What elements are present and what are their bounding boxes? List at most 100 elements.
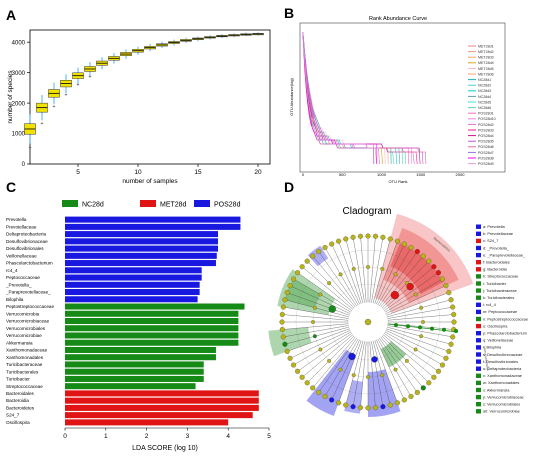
clade-node (394, 238, 400, 244)
rank-curve (302, 35, 403, 165)
clade-node (442, 327, 446, 332)
legend-swatch (476, 224, 481, 229)
legend-label: POS28d (214, 202, 241, 209)
lda-bar (65, 252, 217, 259)
clade-node (282, 297, 288, 303)
clade-node (394, 323, 398, 327)
lda-bar-label: Oscillospira (6, 420, 30, 425)
lda-bar (65, 260, 216, 267)
clade-node (439, 362, 446, 368)
lda-bar (65, 274, 202, 281)
legend-swatch (476, 316, 481, 322)
clade-node (338, 367, 343, 372)
clade-branch (318, 338, 357, 393)
lda-bar (65, 231, 218, 238)
legend-swatch (476, 302, 481, 307)
clade-node (284, 290, 290, 296)
clade-branch (371, 237, 384, 303)
clade-branch (373, 238, 391, 303)
clade-branch (385, 331, 443, 366)
legend-label: j: Turicibacteraceae (482, 288, 517, 293)
clade-branch (352, 341, 365, 407)
clade-node (372, 233, 379, 239)
clade-node (380, 373, 385, 378)
rank-curve (302, 35, 427, 165)
x-tick-label: 3 (186, 433, 190, 440)
legend-swatch (476, 387, 481, 393)
clade-branch (289, 285, 350, 314)
legend-label: POS28d10 (478, 117, 496, 121)
lda-bar (65, 419, 229, 426)
clade-node (336, 238, 342, 244)
lda-bar (65, 383, 196, 390)
legend-label: POS28d4 (478, 134, 494, 138)
legend-label: s: Desulfovibrionaceae (483, 352, 522, 357)
rank-curve (302, 31, 380, 165)
legend-label: a: Prevotella (483, 224, 505, 229)
clade-node (366, 375, 370, 379)
legend-label: POS28d5 (478, 140, 494, 144)
legend-label: v: Xanthomonadaceae (483, 373, 522, 378)
legend-label: MET28d2 (478, 50, 494, 54)
panel-letter-d: D (284, 179, 294, 195)
clade-wedge-green (268, 327, 312, 357)
panel-letter-c: C (6, 179, 16, 195)
clade-wedge-green (284, 279, 321, 308)
clade-branch (387, 314, 454, 321)
legend-label: MET28d6 (478, 72, 494, 76)
clade-branch (387, 299, 452, 317)
clade-node (406, 324, 410, 329)
clade-node (316, 249, 322, 255)
plot-b-curves (302, 31, 427, 165)
clade-node (380, 266, 385, 271)
clade-node (327, 281, 332, 286)
clade-branch (369, 341, 376, 408)
legend-swatch (476, 267, 481, 272)
clade-node (295, 270, 301, 276)
clade-branch (289, 330, 350, 359)
clade-branch (379, 251, 418, 306)
clade-node (419, 334, 424, 339)
legend-label: POS28d1 (478, 112, 494, 116)
legend-label: MET28d1 (478, 44, 494, 48)
clade-branch (387, 325, 453, 338)
legend-label: l: rc4_4 (483, 302, 497, 307)
clade-node (443, 355, 449, 361)
legend-label: f: Bacteroidales (483, 260, 510, 265)
clade-node (282, 341, 288, 347)
clade-node (380, 234, 386, 240)
lda-bar-label: Streptococcaceae (6, 384, 43, 389)
clade-branch (307, 336, 354, 383)
legend-swatch (476, 380, 481, 386)
lda-bar-label: Bacteroidia (6, 398, 29, 403)
x-tick-label: 0 (63, 433, 67, 440)
clade-node (431, 374, 437, 380)
clade-node (357, 405, 364, 411)
legend-swatch (476, 352, 481, 357)
clade-node (295, 368, 301, 374)
clade-branch (307, 261, 354, 308)
legend-label: x: Akkermansia (483, 387, 510, 392)
rank-curve (302, 35, 375, 165)
clade-node (393, 272, 398, 277)
clade-node (287, 355, 293, 361)
clade-branch (384, 333, 439, 372)
clade-node (329, 397, 335, 403)
clade-node (365, 233, 371, 239)
lda-bar-label: Verrucomicrobia (6, 311, 40, 316)
clade-node-key (371, 356, 378, 363)
clade-node (420, 385, 426, 391)
legend-label: k: Turicibacterales (483, 295, 514, 300)
clade-wedge-blue (306, 349, 357, 416)
legend-label: POS28d7 (478, 151, 494, 155)
lda-bar (65, 361, 204, 368)
clade-branch (360, 236, 367, 303)
clade-branch (380, 256, 424, 307)
clade-branch (331, 340, 360, 401)
clade-node (439, 276, 446, 282)
clade-node (322, 393, 328, 400)
clade-branch (387, 306, 453, 319)
rank-curve (302, 35, 406, 165)
lda-bar-label: Peptostreptococcaceae (6, 304, 54, 309)
y-tick-label: 2000 (12, 101, 26, 107)
